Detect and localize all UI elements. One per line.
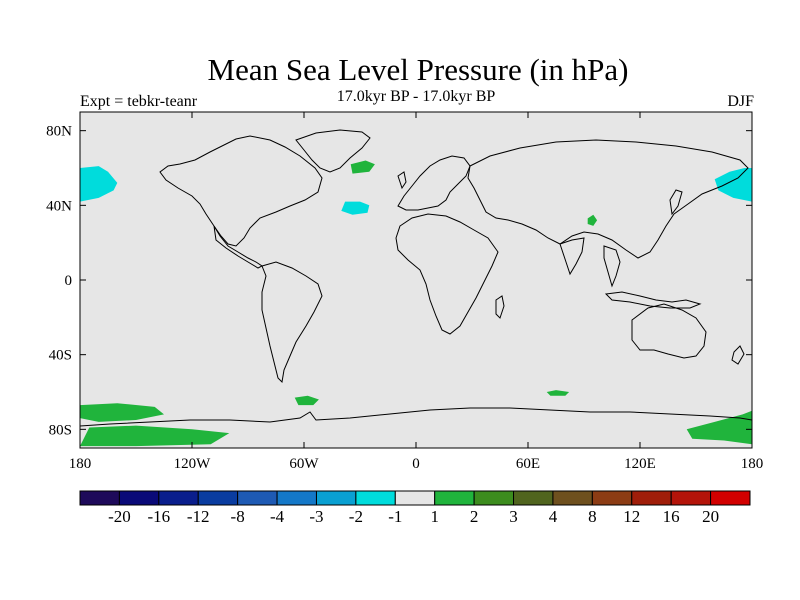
colorbar-swatch — [513, 490, 554, 506]
colorbar-swatch — [355, 490, 396, 506]
positive-anomaly-region-5 — [80, 403, 164, 422]
negative-anomaly-region-0 — [80, 166, 118, 202]
colorbar-label: 4 — [549, 507, 558, 526]
colorbar-label: 8 — [588, 507, 597, 526]
negative-anomaly-region-2 — [341, 201, 370, 215]
colorbar-swatch — [118, 490, 160, 506]
colorbar-swatch — [710, 490, 751, 506]
colorbar-swatch — [237, 490, 278, 506]
y-tick-label: 40S — [49, 348, 72, 364]
season-label: DJF — [727, 93, 754, 110]
colorbar-swatch — [394, 490, 436, 506]
x-tick-label: 120E — [624, 456, 656, 472]
page-title: Mean Sea Level Pressure (in hPa) — [207, 52, 629, 87]
colorbar-label: -8 — [231, 507, 245, 526]
positive-anomaly-region-6 — [80, 425, 230, 447]
anomaly-layer — [80, 160, 752, 447]
colorbar-label: -1 — [388, 507, 402, 526]
colorbar-label: 16 — [663, 507, 680, 526]
x-tick-label: 60W — [289, 456, 319, 472]
colorbar-swatch — [79, 490, 120, 506]
colorbar-swatch — [670, 490, 712, 506]
colorbar-swatch — [434, 490, 475, 506]
coastline-layer — [80, 129, 752, 427]
colorbar-label: 12 — [623, 507, 640, 526]
colorbar-label: -12 — [187, 507, 210, 526]
y-tick-label: 40N — [46, 198, 72, 214]
colorbar: -20 -16 -12 -8 -4 -3 -2 -1 1 2 3 4 8 12 16 20 — [79, 490, 751, 526]
axis-layer: 180 120W 60W 0 60E 120E 180 80N 40N 0 40S 80S — [46, 112, 763, 472]
colorbar-label: -2 — [349, 507, 363, 526]
colorbar-swatch — [591, 490, 633, 506]
positive-anomaly-region-7 — [294, 395, 319, 406]
experiment-label: Expt = tebkr-teanr — [80, 93, 198, 110]
positive-anomaly-region-9 — [686, 410, 752, 445]
colorbar-swatch — [552, 490, 593, 506]
map-background — [80, 112, 752, 448]
x-tick-label: 120W — [174, 456, 212, 472]
colorbar-swatch — [197, 490, 239, 506]
colorbar-swatch — [276, 490, 317, 506]
x-tick-label: 180 — [69, 456, 92, 472]
y-tick-label: 80S — [49, 422, 72, 438]
colorbar-swatch — [158, 490, 199, 506]
colorbar-label: 1 — [430, 507, 439, 526]
colorbar-label: -4 — [270, 507, 285, 526]
colorbar-label: -3 — [309, 507, 323, 526]
y-tick-label: 80N — [46, 124, 72, 140]
colorbar-label: -16 — [147, 507, 170, 526]
positive-anomaly-region-8 — [546, 390, 570, 396]
negative-anomaly-region-1 — [714, 168, 752, 202]
colorbar-swatch — [315, 490, 357, 506]
x-tick-label: 180 — [741, 456, 764, 472]
positive-anomaly-region-4 — [587, 214, 598, 226]
positive-anomaly-region-3 — [350, 160, 375, 174]
colorbar-label: 2 — [470, 507, 479, 526]
colorbar-label: -20 — [108, 507, 131, 526]
colorbar-label: 20 — [702, 507, 719, 526]
colorbar-swatch — [473, 490, 515, 506]
x-tick-label: 60E — [516, 456, 540, 472]
colorbar-label: 3 — [509, 507, 518, 526]
time-period-label: 17.0kyr BP - 17.0kyr BP — [336, 88, 496, 105]
colorbar-swatch — [631, 490, 672, 506]
y-tick-label: 0 — [65, 273, 73, 289]
x-tick-label: 0 — [412, 456, 420, 472]
